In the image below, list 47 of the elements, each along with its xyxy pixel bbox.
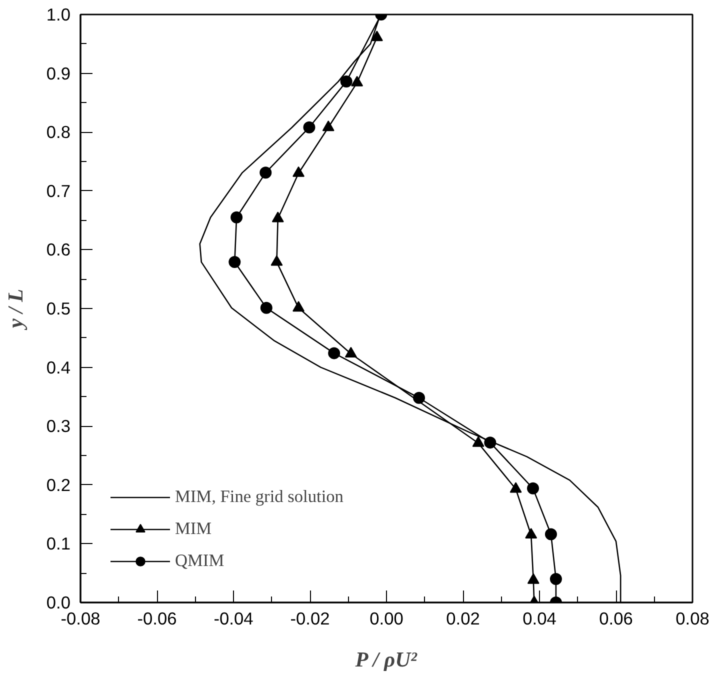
y-tick-label: 0.5 xyxy=(46,298,71,318)
y-tick-label: 0.4 xyxy=(46,357,71,378)
point xyxy=(328,347,340,360)
x-tick-label: 0.04 xyxy=(522,608,557,628)
point xyxy=(344,346,357,358)
x-axis-title: P / ρU² xyxy=(354,648,418,672)
point xyxy=(527,573,540,584)
point xyxy=(322,120,334,132)
x-tick-label: 0.06 xyxy=(599,608,633,628)
y-tick-label: 0.9 xyxy=(46,63,71,84)
point xyxy=(472,436,484,447)
legend-label: MIM xyxy=(175,519,212,539)
point xyxy=(272,212,284,222)
legend-label: QMIM xyxy=(175,551,224,571)
point xyxy=(303,121,316,134)
point xyxy=(270,255,283,266)
point xyxy=(340,76,352,88)
point xyxy=(544,528,557,540)
x-tick-label: 0.02 xyxy=(446,608,480,628)
x-tick-label: -0.06 xyxy=(137,608,177,628)
point xyxy=(260,302,272,314)
point xyxy=(228,256,241,268)
y-tick-label: 0.3 xyxy=(46,416,71,436)
y-tick-label: 1.0 xyxy=(46,4,71,24)
x-tick-label: 0.08 xyxy=(676,608,710,628)
y-tick-label: 0.1 xyxy=(46,534,71,554)
point xyxy=(413,392,426,404)
x-tick-label: 0.00 xyxy=(370,608,404,628)
x-tick-label: -0.04 xyxy=(214,608,254,628)
point xyxy=(510,482,522,493)
y-tick-label: 0.8 xyxy=(46,122,71,142)
point xyxy=(351,76,364,86)
point xyxy=(484,436,496,449)
point xyxy=(260,166,272,179)
legend-label: MIM, Fine grid solution xyxy=(175,487,344,507)
y-tick-label: 0.2 xyxy=(46,474,71,495)
point xyxy=(292,301,305,312)
y-tick-label: 0.6 xyxy=(46,240,71,260)
point xyxy=(526,482,539,494)
x-tick-label: -0.02 xyxy=(290,608,330,628)
y-axis-title: y / L xyxy=(3,288,28,332)
y-tick-label: 0.7 xyxy=(46,180,71,201)
point xyxy=(230,211,243,224)
point xyxy=(550,572,562,585)
point xyxy=(525,528,538,539)
point xyxy=(292,166,305,177)
point xyxy=(370,30,383,42)
